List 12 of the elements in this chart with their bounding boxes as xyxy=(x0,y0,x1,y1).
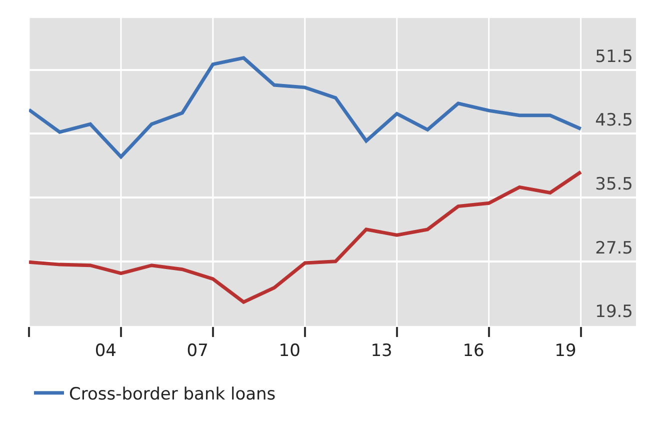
x-tick-label: 16 xyxy=(462,341,484,361)
y-tick-label: 19.5 xyxy=(595,302,633,322)
y-tick-label: 27.5 xyxy=(595,238,633,258)
y-tick-label: 51.5 xyxy=(595,46,633,67)
x-tick-label: 19 xyxy=(554,341,576,361)
x-tick-label: 13 xyxy=(370,341,392,361)
x-tick-label: 07 xyxy=(186,341,208,361)
legend-label: Cross-border bank loans xyxy=(69,384,276,404)
y-tick-label: 43.5 xyxy=(595,110,633,131)
y-tick-label: 35.5 xyxy=(595,174,633,194)
x-tick-label: 04 xyxy=(94,341,116,361)
x-tick-label: 10 xyxy=(278,341,300,361)
